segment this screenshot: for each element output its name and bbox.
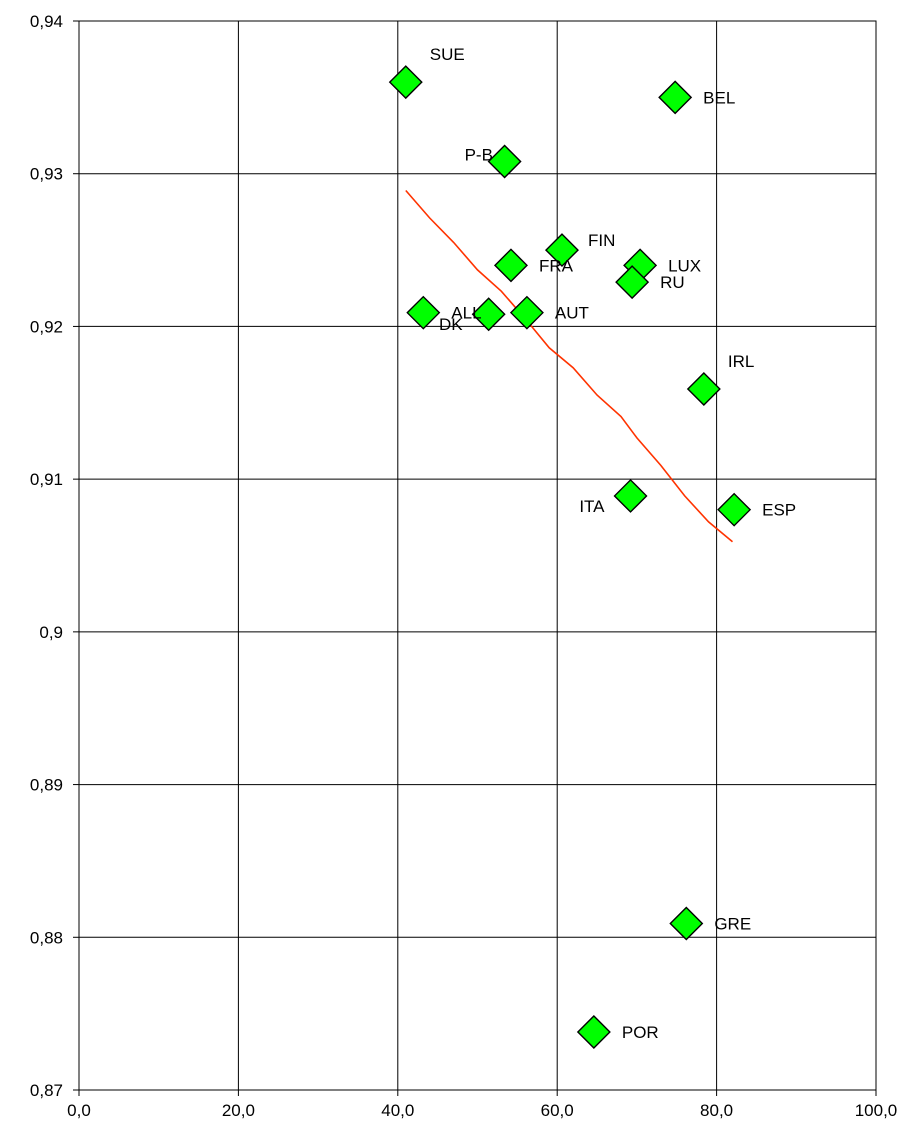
point-label-irl: IRL [728,352,754,371]
y-tick-label: 0,9 [39,623,63,642]
point-label-dk: DK [439,315,463,334]
point-irl [686,372,721,407]
y-tick-label: 0,89 [30,776,63,795]
x-tick-label: 80,0 [700,1101,733,1120]
point-ita [613,478,648,513]
point-all [406,295,441,330]
point-ru [615,265,650,300]
point-aut [509,295,544,330]
y-axis-ticks: 0,87 0,88 0,89 0,9 0,91 0,92 0,93 0,94 [30,12,79,1100]
point-gre [669,906,704,941]
point-sue [388,65,423,100]
point-fra [493,248,528,283]
data-points [388,65,752,1049]
point-label-esp: ESP [762,501,796,520]
point-label-fin: FIN [588,231,615,250]
x-tick-label: 40,0 [381,1101,414,1120]
x-axis-ticks: 0,0 20,0 40,0 60,0 80,0 100,0 [67,1090,897,1120]
point-esp [717,492,752,527]
point-label-sue: SUE [430,45,465,64]
plot-frame [78,20,877,1091]
point-por [576,1014,611,1049]
point-label-por: POR [622,1023,659,1042]
point-dk [471,297,506,332]
point-p-b [487,144,522,179]
point-bel [658,80,693,115]
point-label-all: ALL [451,304,481,323]
grid-layer [78,20,877,1091]
point-label-p-b: P-B [465,145,493,164]
x-tick-label: 0,0 [67,1101,91,1120]
x-tick-label: 60,0 [541,1101,574,1120]
trend-line [405,189,734,543]
point-label-gre: GRE [714,915,751,934]
x-tick-label: 100,0 [855,1101,898,1120]
point-label-ita: ITA [579,497,605,516]
point-label-fra: FRA [539,256,574,275]
y-tick-label: 0,88 [30,928,63,947]
point-label-bel: BEL [703,88,735,107]
y-tick-label: 0,94 [30,12,63,31]
y-tick-label: 0,92 [30,317,63,336]
y-tick-label: 0,87 [30,1081,63,1100]
point-label-aut: AUT [555,304,589,323]
x-tick-label: 20,0 [222,1101,255,1120]
point-label-lux: LUX [668,256,701,275]
y-tick-label: 0,91 [30,470,63,489]
point-label-ru: RU [660,273,685,292]
y-tick-label: 0,93 [30,165,63,184]
point-fin [544,233,579,268]
